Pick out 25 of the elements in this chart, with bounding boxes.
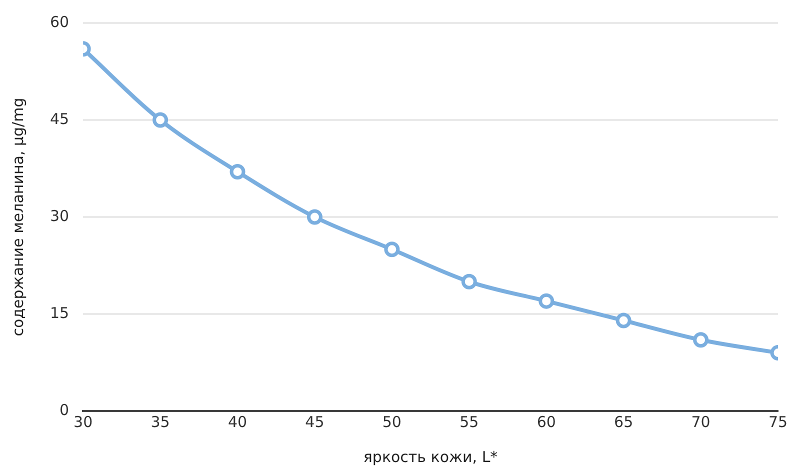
x-tick-label: 70 [691, 412, 710, 431]
point [306, 209, 322, 225]
point [538, 293, 554, 309]
y-tick-label: 0 [60, 400, 70, 419]
x-tick-label: 50 [382, 412, 402, 431]
y-tick-label: 60 [50, 12, 70, 31]
point [152, 112, 168, 128]
x-tick-label: 45 [305, 412, 324, 431]
point [384, 242, 400, 258]
point [693, 332, 709, 348]
x-tick-label: 65 [614, 412, 634, 431]
x-tick-label: 35 [150, 412, 170, 431]
x-tick-label: 30 [74, 412, 93, 431]
y-tick-label: 30 [50, 206, 70, 225]
y-tick-label: 15 [50, 304, 70, 322]
x-tick-label: 40 [228, 412, 248, 431]
x-tick-label: 60 [536, 412, 556, 431]
x-tick-label: 55 [460, 412, 479, 431]
x-axis-title: яркость кожи, L* [363, 448, 498, 466]
point [230, 164, 246, 180]
point [616, 312, 632, 328]
x-tick-label: 75 [768, 412, 788, 431]
y-tick-label: 45 [50, 110, 70, 128]
y-axis-title: содержание меланина, µg/mg [8, 98, 27, 336]
point [461, 274, 477, 290]
